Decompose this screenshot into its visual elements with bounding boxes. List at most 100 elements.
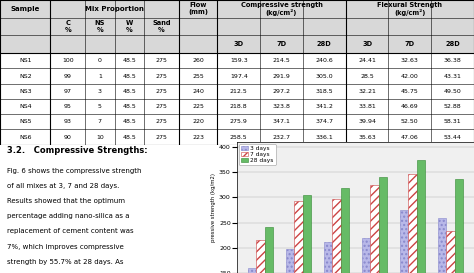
Text: 97: 97 xyxy=(64,89,72,94)
Text: 52.50: 52.50 xyxy=(401,119,419,124)
Text: 52.88: 52.88 xyxy=(444,104,461,109)
Bar xyxy=(379,177,387,273)
Text: percentage adding nano-silica as a: percentage adding nano-silica as a xyxy=(7,213,129,219)
Bar xyxy=(260,18,303,35)
Text: 318.5: 318.5 xyxy=(316,89,333,94)
Text: replacement of cement content was: replacement of cement content was xyxy=(7,229,134,235)
Text: 275: 275 xyxy=(155,119,167,124)
Text: 275: 275 xyxy=(155,135,167,140)
Bar xyxy=(0,0,51,18)
Bar xyxy=(431,18,474,35)
Bar xyxy=(294,201,302,273)
Bar xyxy=(51,18,85,35)
Text: 24.41: 24.41 xyxy=(358,58,376,63)
Text: NS6: NS6 xyxy=(19,135,31,140)
Text: W
%: W % xyxy=(126,20,133,33)
Text: 28D: 28D xyxy=(317,41,332,47)
Bar xyxy=(362,238,370,273)
Text: 48.5: 48.5 xyxy=(123,119,137,124)
Bar xyxy=(256,241,264,273)
Bar xyxy=(438,218,447,273)
Bar xyxy=(85,35,115,53)
Text: 33.81: 33.81 xyxy=(358,104,376,109)
Text: 240.6: 240.6 xyxy=(315,58,333,63)
Bar xyxy=(218,0,346,18)
Bar xyxy=(417,160,425,273)
Bar xyxy=(115,18,145,35)
Text: 218.8: 218.8 xyxy=(230,104,247,109)
Bar xyxy=(447,231,455,273)
Text: 159.3: 159.3 xyxy=(230,58,247,63)
Text: 323.8: 323.8 xyxy=(273,104,291,109)
Text: 305.0: 305.0 xyxy=(316,73,333,79)
Bar xyxy=(332,199,341,273)
Bar xyxy=(324,242,332,273)
Text: 291.9: 291.9 xyxy=(273,73,291,79)
Bar xyxy=(286,249,294,273)
Text: 48.5: 48.5 xyxy=(123,104,137,109)
Text: strength by 55.7% at 28 days. As: strength by 55.7% at 28 days. As xyxy=(7,259,124,265)
Text: 7: 7 xyxy=(98,119,102,124)
Text: 7%, which improves compressive: 7%, which improves compressive xyxy=(7,244,124,250)
Bar xyxy=(179,18,218,35)
Text: 48.5: 48.5 xyxy=(123,58,137,63)
Text: 90: 90 xyxy=(64,135,72,140)
Bar xyxy=(248,268,256,273)
Bar xyxy=(303,35,346,53)
Bar xyxy=(303,18,346,35)
Text: 49.50: 49.50 xyxy=(444,89,462,94)
Text: Flow
(mm): Flow (mm) xyxy=(188,2,208,15)
Text: 53.44: 53.44 xyxy=(444,135,462,140)
Bar xyxy=(346,0,474,18)
Text: 3D: 3D xyxy=(234,41,244,47)
Text: 7D: 7D xyxy=(276,41,287,47)
Text: 197.4: 197.4 xyxy=(230,73,248,79)
Text: Sand
%: Sand % xyxy=(152,20,171,33)
Bar xyxy=(346,18,389,35)
Text: Fig. 6 shows the compressive strength: Fig. 6 shows the compressive strength xyxy=(7,168,142,174)
Text: 43.31: 43.31 xyxy=(444,73,462,79)
Text: 220: 220 xyxy=(192,119,204,124)
Bar xyxy=(455,179,463,273)
Text: NS3: NS3 xyxy=(19,89,32,94)
Text: 212.5: 212.5 xyxy=(230,89,247,94)
Text: 275: 275 xyxy=(155,89,167,94)
Text: 39.94: 39.94 xyxy=(358,119,376,124)
Text: 275: 275 xyxy=(155,73,167,79)
Text: NS4: NS4 xyxy=(19,104,32,109)
Text: C
%: C % xyxy=(64,20,71,33)
Text: 35.63: 35.63 xyxy=(358,135,376,140)
Text: 336.1: 336.1 xyxy=(315,135,333,140)
Text: 28D: 28D xyxy=(445,41,460,47)
Bar xyxy=(400,210,409,273)
Text: NS1: NS1 xyxy=(19,58,31,63)
Text: 260: 260 xyxy=(192,58,204,63)
Text: 45.75: 45.75 xyxy=(401,89,419,94)
Text: 232.7: 232.7 xyxy=(273,135,291,140)
Text: 100: 100 xyxy=(62,58,73,63)
Y-axis label: pressive strength (kg/m2): pressive strength (kg/m2) xyxy=(211,173,216,242)
Text: 240: 240 xyxy=(192,89,204,94)
Text: 1: 1 xyxy=(98,73,102,79)
Text: Sample: Sample xyxy=(10,6,40,12)
Text: 341.2: 341.2 xyxy=(315,104,333,109)
Text: 275.9: 275.9 xyxy=(230,119,248,124)
Text: Compressive strength
(kg/cm²): Compressive strength (kg/cm²) xyxy=(241,2,322,16)
Bar xyxy=(346,35,389,53)
Text: 48.5: 48.5 xyxy=(123,73,137,79)
Text: 225: 225 xyxy=(192,104,204,109)
Text: 255: 255 xyxy=(192,73,204,79)
Text: Flexural Strength
(kg/cm²): Flexural Strength (kg/cm²) xyxy=(377,2,442,16)
Text: NS
%: NS % xyxy=(95,20,105,33)
Text: Mix Proportion: Mix Proportion xyxy=(85,6,144,12)
Bar xyxy=(389,35,431,53)
Text: 258.5: 258.5 xyxy=(230,135,247,140)
Bar xyxy=(409,174,417,273)
Bar xyxy=(0,35,51,53)
Bar xyxy=(51,35,85,53)
Text: 5: 5 xyxy=(98,104,102,109)
Bar xyxy=(370,185,379,273)
Text: 10: 10 xyxy=(96,135,104,140)
Text: 48.5: 48.5 xyxy=(123,89,137,94)
Text: 47.06: 47.06 xyxy=(401,135,419,140)
